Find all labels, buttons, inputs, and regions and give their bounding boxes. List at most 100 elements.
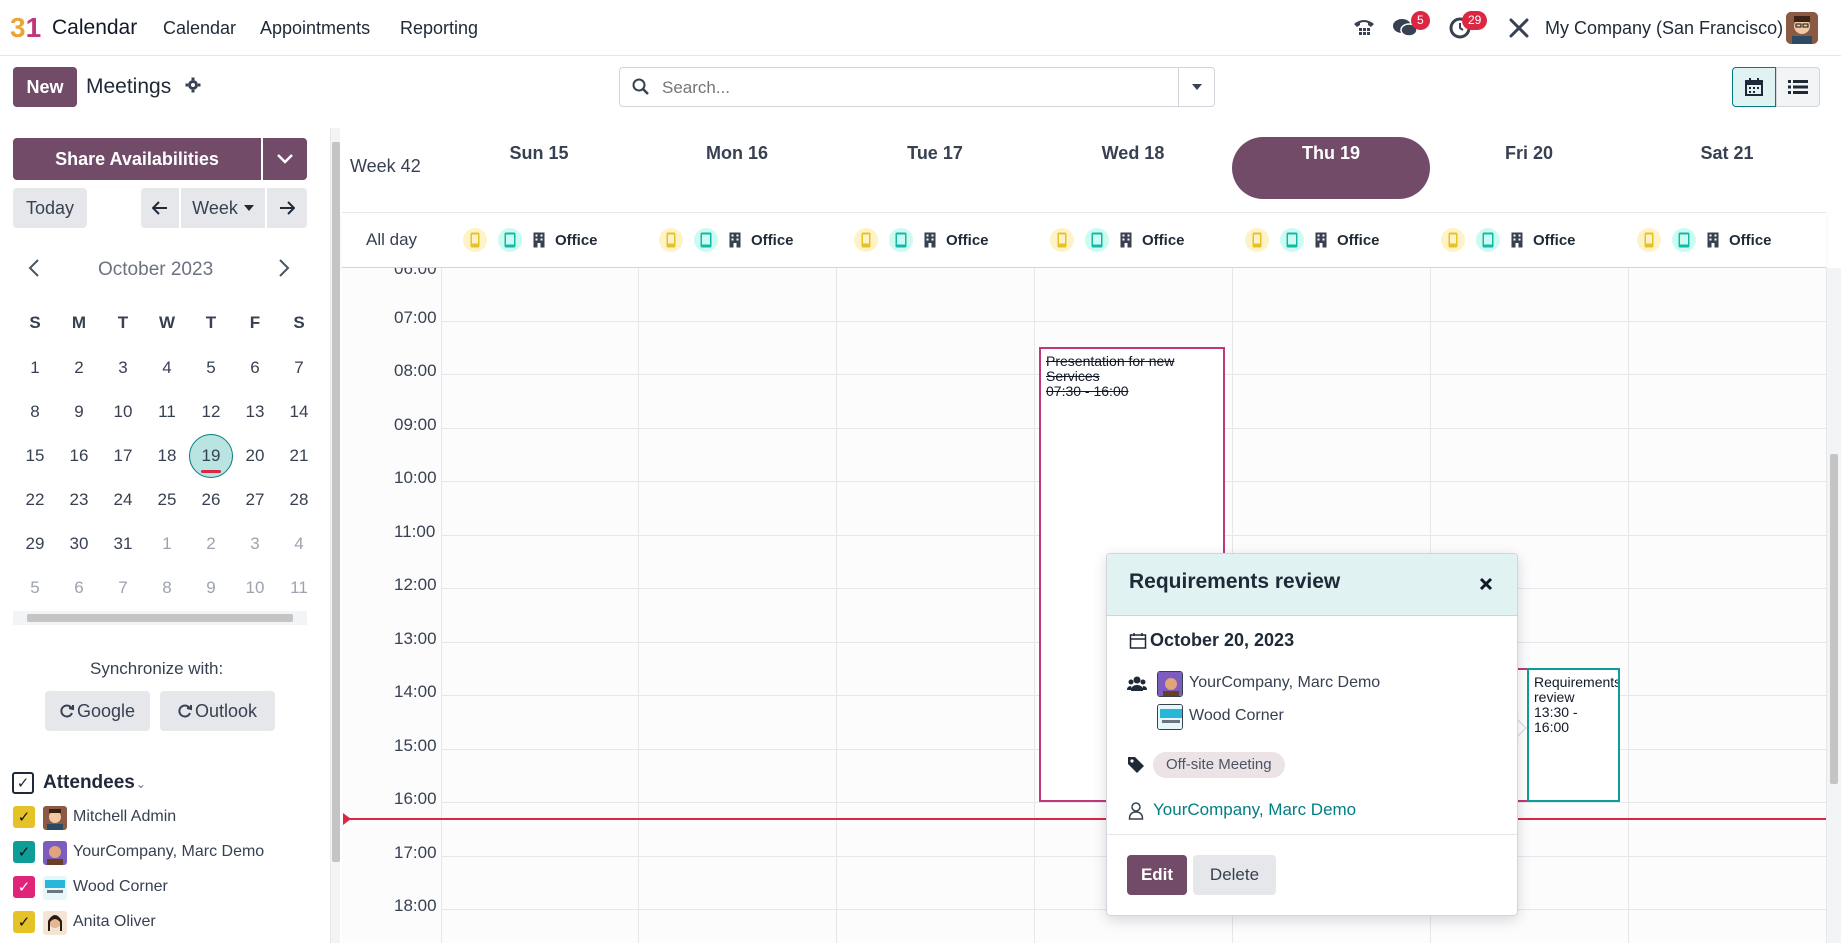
mini-calendar-day[interactable]: 8: [162, 578, 172, 597]
attendee-checkbox[interactable]: ✓: [13, 806, 35, 828]
attendee-name: Mitchell Admin: [73, 808, 177, 825]
all-day-cell[interactable]: Office: [1245, 222, 1380, 258]
day-header[interactable]: Mon 16: [705, 143, 768, 163]
menu-reporting[interactable]: Reporting: [400, 18, 479, 38]
day-header[interactable]: Sat 21: [1700, 143, 1754, 163]
attendee-checkbox[interactable]: ✓: [13, 876, 35, 898]
all-day-cell[interactable]: Office: [1050, 222, 1185, 258]
attendees-all-checkbox[interactable]: ✓: [12, 772, 34, 794]
weekday-header: M: [71, 313, 87, 332]
google-sync-button[interactable]: Google: [45, 691, 150, 731]
all-day-cell[interactable]: Office: [1637, 222, 1772, 258]
mini-calendar-day[interactable]: 24: [113, 490, 133, 509]
day-header[interactable]: Wed 18: [1101, 143, 1165, 163]
mini-calendar-day[interactable]: 25: [157, 490, 177, 509]
mini-calendar-day[interactable]: 3: [118, 358, 128, 377]
search-input[interactable]: [662, 77, 1162, 99]
mini-calendar-day[interactable]: 3: [250, 534, 260, 553]
all-day-cell[interactable]: Office: [854, 222, 989, 258]
all-day-cell[interactable]: Office: [659, 222, 794, 258]
mini-calendar-day[interactable]: 16: [69, 446, 89, 465]
mini-calendar-day[interactable]: 14: [289, 402, 309, 421]
mini-calendar-day[interactable]: 8: [30, 402, 40, 421]
mini-calendar-day[interactable]: 20: [245, 446, 265, 465]
mini-calendar-day[interactable]: 10: [113, 402, 133, 421]
prev-month-chevron-icon[interactable]: [28, 258, 40, 284]
mini-calendar-day[interactable]: 13: [245, 402, 265, 421]
mini-calendar-day[interactable]: 4: [294, 534, 304, 553]
menu-calendar[interactable]: Calendar: [163, 18, 237, 38]
user-avatar[interactable]: [1786, 12, 1818, 44]
mini-calendar-today[interactable]: 19: [201, 446, 221, 465]
all-day-cell[interactable]: Office: [1441, 222, 1576, 258]
mini-calendar-day[interactable]: 5: [206, 358, 216, 377]
delete-button[interactable]: Delete: [1193, 855, 1276, 895]
previous-week-button[interactable]: [141, 188, 179, 228]
sidebar-scrollbar[interactable]: [330, 128, 340, 943]
close-icon[interactable]: [1479, 571, 1493, 597]
attendee-checkbox[interactable]: ✓: [13, 911, 35, 933]
next-month-chevron-icon[interactable]: [278, 258, 290, 284]
mini-calendar-day[interactable]: 23: [69, 490, 89, 509]
mini-calendar-day[interactable]: 7: [294, 358, 304, 377]
day-header[interactable]: Fri 20: [1504, 143, 1554, 163]
day-header[interactable]: Tue 17: [907, 143, 963, 163]
mini-calendar-day[interactable]: 21: [289, 446, 309, 465]
mini-calendar-day[interactable]: 29: [25, 534, 45, 553]
mini-calendar-day[interactable]: 12: [201, 402, 221, 421]
mini-calendar-day[interactable]: 4: [162, 358, 172, 377]
search-options-toggle[interactable]: [1178, 68, 1214, 106]
app-name[interactable]: Calendar: [52, 16, 138, 39]
share-availabilities-button[interactable]: Share Availabilities: [13, 138, 261, 180]
edit-button[interactable]: Edit: [1127, 855, 1187, 895]
share-dropdown-toggle[interactable]: [263, 138, 307, 180]
attendee-checkbox[interactable]: ✓: [13, 841, 35, 863]
outlook-sync-button[interactable]: Outlook: [160, 691, 275, 731]
mini-calendar-day[interactable]: 11: [290, 578, 308, 597]
mini-calendar-day[interactable]: 30: [69, 534, 89, 553]
mini-calendar-day[interactable]: 11: [158, 402, 176, 421]
mini-calendar-day[interactable]: 2: [206, 534, 216, 553]
mini-calendar-day[interactable]: 5: [30, 578, 40, 597]
mini-calendar-day[interactable]: 1: [162, 534, 172, 553]
popover-organizer-link[interactable]: YourCompany, Marc Demo: [1153, 800, 1357, 819]
mini-calendar-day[interactable]: 26: [201, 490, 221, 509]
mini-calendar-day[interactable]: 1: [30, 358, 40, 377]
menu-appointments[interactable]: Appointments: [260, 18, 371, 38]
mini-calendar-day[interactable]: 27: [245, 490, 265, 509]
list-view-button[interactable]: [1776, 67, 1820, 107]
mini-calendar-day[interactable]: 9: [74, 402, 84, 421]
time-label: 11:00: [394, 522, 436, 541]
mini-calendar-day[interactable]: 22: [25, 490, 45, 509]
calendar-app-logo[interactable]: 31: [10, 12, 42, 43]
attendees-title[interactable]: Attendees⌄: [43, 772, 146, 793]
event-time: 07:30 - 16:00: [1046, 383, 1129, 399]
mini-calendar-day[interactable]: 31: [113, 534, 133, 553]
tools-icon[interactable]: [1505, 14, 1533, 42]
range-dropdown[interactable]: Week: [181, 188, 265, 228]
next-week-button[interactable]: [267, 188, 307, 228]
calendar-scrollbar[interactable]: [1827, 268, 1841, 943]
sidebar-horizontal-scrollbar[interactable]: [13, 611, 307, 625]
building-icon: [1707, 232, 1719, 248]
all-day-cell[interactable]: Office: [463, 222, 598, 258]
today-button[interactable]: Today: [13, 188, 87, 228]
mini-calendar-day[interactable]: 7: [118, 578, 128, 597]
day-header-today[interactable]: Thu 19: [1301, 143, 1360, 163]
day-header[interactable]: Sun 15: [509, 143, 569, 163]
mini-calendar-day[interactable]: 6: [74, 578, 84, 597]
company-switcher[interactable]: My Company (San Francisco): [1545, 18, 1784, 38]
mini-calendar-day[interactable]: 6: [250, 358, 260, 377]
calendar-view-button[interactable]: [1732, 67, 1776, 107]
phone-icon[interactable]: [1350, 14, 1378, 42]
mini-calendar-day[interactable]: 15: [25, 446, 45, 465]
gear-icon[interactable]: [185, 77, 201, 98]
mini-calendar-day[interactable]: 2: [74, 358, 84, 377]
mini-calendar-day[interactable]: 28: [289, 490, 309, 509]
mini-calendar-day[interactable]: 17: [113, 446, 133, 465]
mini-calendar-day[interactable]: 18: [157, 446, 177, 465]
new-button[interactable]: New: [13, 67, 77, 107]
mini-calendar-day[interactable]: 10: [245, 578, 265, 597]
event-requirements-review[interactable]: Requirements review 13:30 - 16:00: [1527, 668, 1620, 802]
mini-calendar-day[interactable]: 9: [206, 578, 216, 597]
